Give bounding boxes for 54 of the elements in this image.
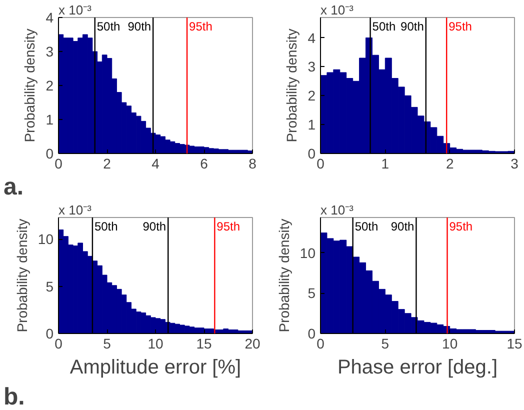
y-tick-label: 5	[46, 278, 54, 294]
annotation: x 10⁻³	[320, 202, 354, 218]
ref-line-label: 95th	[216, 220, 240, 234]
text: b.	[4, 384, 25, 410]
annotation: x 10⁻³	[320, 2, 354, 18]
ref-line-label: 50th	[96, 20, 120, 34]
text: a.	[4, 174, 24, 200]
y-tick-label: 4	[308, 30, 316, 46]
ref-line-label: 50th	[372, 20, 396, 34]
text: x 10⁻³	[58, 202, 92, 218]
x-tick-label: 8	[248, 156, 257, 172]
ref-line-label: 90th	[390, 220, 414, 234]
y-tick-label: 0	[308, 146, 316, 162]
x-tick-label: 10	[148, 336, 164, 352]
ref-line-label: 90th	[142, 220, 166, 234]
ref-line-label: 95th	[448, 20, 472, 34]
x-tick-label: 15	[506, 336, 522, 352]
y-tick-label: 10	[300, 244, 316, 261]
annotation: x 10⁻³	[58, 2, 92, 18]
y-axis-title: Probability density	[22, 28, 38, 142]
y-tick-label: 0	[308, 326, 316, 342]
x-tick-label: 3	[510, 156, 519, 172]
x-tick-label: 2	[103, 156, 112, 172]
y-tick-label: 3	[308, 58, 316, 75]
ref-line-label: 95th	[189, 20, 212, 34]
y-tick-label: 1	[46, 112, 54, 128]
y-tick-label: 1	[308, 116, 316, 133]
ref-line-label: 90th	[400, 20, 424, 34]
x-tick-label: 2	[446, 156, 454, 172]
y-tick-label: 0	[46, 326, 54, 342]
y-tick-label: 4	[46, 10, 54, 26]
y-tick-label: 0	[46, 146, 54, 162]
y-tick-label: 2	[308, 88, 316, 104]
ref-line-label: 90th	[128, 20, 152, 34]
y-axis-title: Probability density	[14, 218, 30, 332]
x-tick-label: 5	[103, 336, 112, 352]
x-axis-title: Phase error [deg.]	[337, 356, 498, 378]
ref-line-label: 95th	[449, 220, 473, 234]
x-tick-label: 10	[442, 336, 458, 352]
y-tick-label: 2	[46, 78, 54, 94]
y-axis-title: Probability density	[284, 28, 300, 142]
x-tick-label: 1	[381, 156, 390, 172]
x-tick-label: 20	[244, 336, 260, 352]
x-tick-label: 15	[196, 336, 212, 352]
y-axis-title: Probability density	[276, 218, 292, 332]
x-axis-title: Amplitude error [%]	[70, 356, 242, 378]
y-tick-label: 3	[46, 44, 54, 60]
x-tick-label: 5	[381, 336, 390, 352]
ref-line-label: 50th	[94, 220, 118, 234]
y-tick-label: 5	[308, 285, 316, 302]
ref-line-label: 50th	[354, 220, 378, 234]
y-tick-label: 10	[38, 231, 54, 248]
x-tick-label: 6	[200, 156, 208, 172]
x-tick-label: 4	[152, 156, 160, 172]
